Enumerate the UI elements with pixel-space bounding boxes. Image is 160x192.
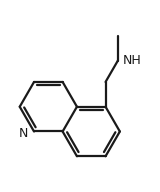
Text: N: N — [18, 127, 28, 140]
Text: NH: NH — [123, 54, 141, 67]
